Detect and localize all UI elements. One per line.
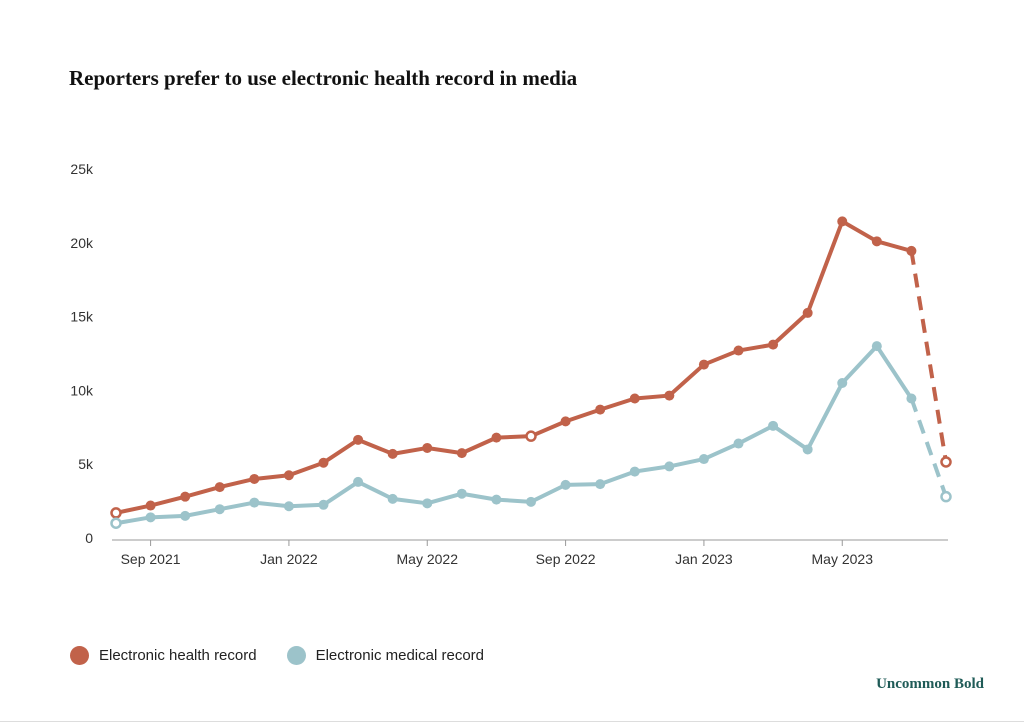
data-point-health [698,359,709,370]
data-point-medical [145,512,156,523]
data-point-health [491,432,502,443]
data-point-medical [526,496,536,507]
data-point-medical [318,499,329,510]
data-point-health [629,393,640,404]
data-point-medical [733,438,744,449]
data-point-health [906,245,917,256]
y-tick-label: 25k [70,161,94,177]
legend-label-health: Electronic health record [99,647,257,664]
data-point-medical [214,504,225,515]
data-point-health [456,448,467,459]
data-point-medical [698,454,709,465]
data-point-health [940,456,952,468]
data-point-health [110,507,122,519]
data-point-medical [387,493,398,504]
data-point-health [733,345,744,356]
data-point-medical [837,378,848,389]
x-tick-label: Jan 2023 [675,551,733,567]
y-tick-label: 20k [70,235,94,251]
bottom-divider [0,721,1024,722]
data-point-medical [283,501,294,512]
data-point-health [802,307,813,318]
data-point-health [595,404,606,415]
data-point-medical [906,393,917,404]
data-point-medical [456,488,467,499]
y-tick-label: 5k [78,456,94,472]
data-point-health [768,339,779,350]
data-point-medical [180,510,191,521]
series-line-medical [114,344,914,526]
legend-item-medical[interactable]: Electronic medical record [286,646,484,665]
chart-title: Reporters prefer to use electronic healt… [69,66,578,90]
data-point-medical [491,494,502,505]
data-point-medical [560,479,571,490]
line-chart: 0 5k 10k 15k 20k 25k Sep 2021 Jan 2022 May 2022 S… [70,161,952,567]
data-point-health [180,491,191,502]
data-point-health [560,416,571,427]
data-point-medical [629,466,640,477]
x-tick-label: Jan 2022 [260,551,318,567]
series-dashed-segment-medical [909,397,948,498]
legend-swatch-health [70,646,89,665]
y-tick-label: 15k [70,309,94,325]
series-line-health [114,219,914,515]
x-tick-label: Sep 2022 [536,551,596,567]
brand-logo: Uncommon Bold [876,676,984,692]
x-tick-label: May 2023 [812,551,874,567]
data-point-health [283,470,294,481]
data-point-health [664,390,675,401]
data-point-medical [353,476,364,487]
legend-label-medical: Electronic medical record [315,647,484,664]
data-point-medical [110,517,122,529]
data-point-health [837,216,848,227]
x-tick-label: May 2022 [397,551,459,567]
data-point-health [318,457,329,468]
data-point-medical [595,479,606,490]
data-point-health [249,473,260,484]
data-point-medical [940,490,952,503]
data-point-health [214,482,225,493]
data-point-medical [422,498,433,509]
y-tick-label: 0 [85,530,93,546]
legend-swatch-medical [286,646,306,665]
legend-item-health[interactable]: Electronic health record [70,646,257,665]
data-point-medical [802,444,813,455]
legend: Electronic health record Electronic medi… [70,646,484,665]
data-point-medical [664,461,675,472]
data-point-medical [249,497,260,508]
data-point-medical [871,341,882,352]
data-point-health [387,448,398,459]
data-point-health [422,442,433,453]
x-tick-label: Sep 2021 [121,551,181,567]
data-point-health [145,500,156,511]
data-point-medical [768,420,779,431]
data-point-health [525,430,537,442]
data-point-health [871,236,882,247]
series-dashed-segment-health [909,250,948,463]
y-tick-label: 10k [70,382,94,398]
data-point-health [353,434,364,445]
